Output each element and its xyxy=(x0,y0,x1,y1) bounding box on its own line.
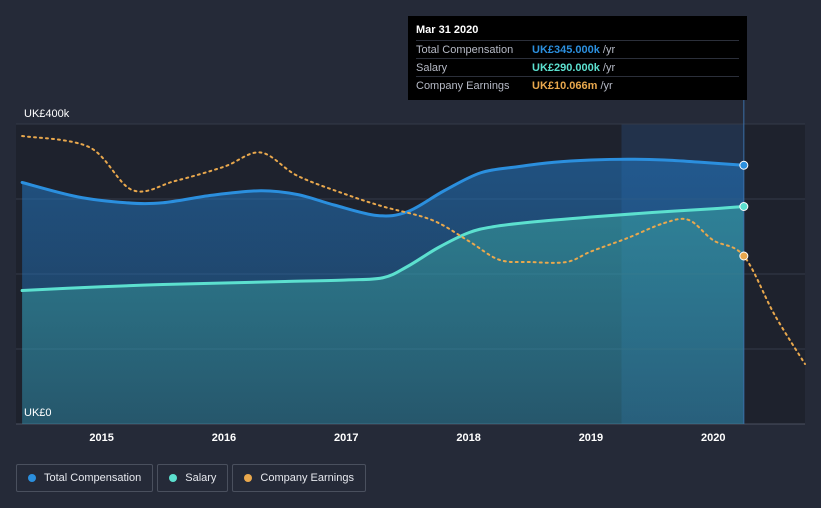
tooltip-date: Mar 31 2020 xyxy=(416,24,479,36)
tooltip-value: UK£10.066m xyxy=(532,79,598,92)
tooltip-value: UK£290.000k xyxy=(532,61,600,74)
legend-label: Company Earnings xyxy=(260,472,354,484)
tooltip-unit: /yr xyxy=(602,61,616,74)
y-axis-max-label: UK£400k xyxy=(24,108,70,120)
tooltip-value: UK£345.000k xyxy=(532,43,600,56)
x-tick-label: 2015 xyxy=(89,432,113,444)
legend-dot-icon xyxy=(28,474,36,482)
tooltip-label: Salary xyxy=(416,61,448,74)
marker-salary xyxy=(739,202,749,211)
x-tick-label: 2017 xyxy=(334,432,358,444)
tooltip-row-company-earnings: Company Earnings UK£10.066m /yr xyxy=(416,76,739,94)
tooltip-unit: /yr xyxy=(602,43,616,56)
y-axis-min-label: UK£0 xyxy=(24,407,52,419)
legend-dot-icon xyxy=(169,474,178,482)
company-earnings-line[interactable] xyxy=(21,135,806,365)
tooltip-label: Total Compensation xyxy=(416,43,514,56)
salary-line[interactable] xyxy=(20,205,746,292)
legend-label: Salary xyxy=(185,472,217,484)
legend-dot-icon xyxy=(244,474,253,482)
tooltip-row-salary: Salary UK£290.000k /yr xyxy=(416,58,739,76)
legend-label: Total Compensation xyxy=(44,472,142,484)
hover-markers xyxy=(739,160,749,261)
x-tick-label: 2018 xyxy=(456,432,480,444)
x-tick-label: 2019 xyxy=(579,432,603,444)
legend-item-salary[interactable]: Salary xyxy=(157,464,229,492)
tooltip-label: Company Earnings xyxy=(416,79,510,92)
marker-total-compensation xyxy=(739,160,749,170)
x-tick-label: 2020 xyxy=(701,432,725,444)
x-axis: 2015 2016 2017 2018 2019 2020 xyxy=(89,432,725,444)
legend-item-total-compensation[interactable]: Total Compensation xyxy=(16,464,154,492)
salary-area xyxy=(22,206,744,424)
x-tick-label: 2016 xyxy=(212,432,236,444)
tooltip-row-total-compensation: Total Compensation UK£345.000k /yr xyxy=(416,40,739,58)
tooltip: Mar 31 2020 Total Compensation UK£345.00… xyxy=(408,16,747,100)
legend: Total Compensation Salary Company Earnin… xyxy=(16,464,370,492)
legend-item-company-earnings[interactable]: Company Earnings xyxy=(232,464,366,492)
total-compensation-line[interactable] xyxy=(20,157,746,218)
marker-company-earnings xyxy=(739,251,749,261)
compensation-chart: 2015 2016 2017 2018 2019 2020 UK£400k UK£0 xyxy=(16,100,806,444)
tooltip-unit: /yr xyxy=(600,79,613,92)
